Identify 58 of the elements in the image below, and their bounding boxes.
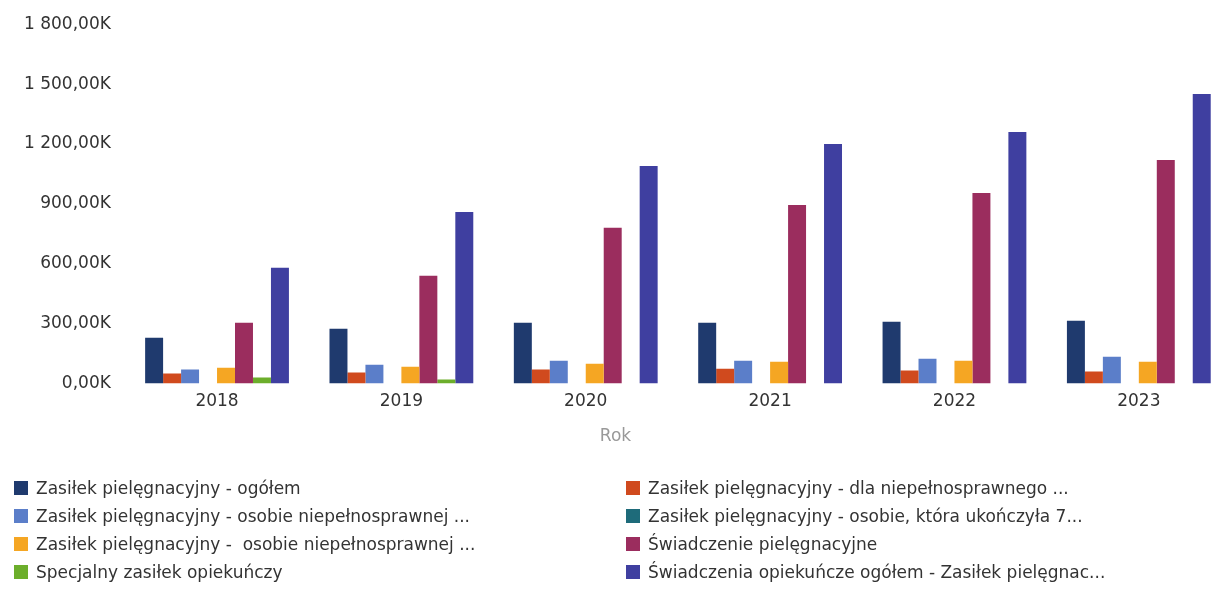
legend-label: Świadczenie pielęgnacyjne (647, 534, 879, 554)
bar (900, 370, 919, 384)
bar (954, 360, 973, 384)
bar (882, 321, 901, 384)
bar (181, 369, 200, 384)
bar (549, 360, 568, 384)
x-tick-label: 2022 (932, 390, 977, 411)
bar (163, 373, 182, 384)
legend-label: Zasiłek pielęgnacyjny - osobie niepełnosprawnej ... (35, 506, 471, 526)
x-tick-label: 2020 (564, 390, 608, 411)
bar (734, 360, 753, 384)
x-tick-label: 2019 (379, 390, 424, 411)
bar (1156, 159, 1175, 384)
bar (419, 275, 438, 384)
bar (770, 361, 789, 384)
bar (585, 363, 604, 384)
legend-label: Świadczenia opiekuńcze ogółem - Zasiłek pielęgnac... (647, 562, 1107, 582)
x-tick-label: 2018 (195, 390, 239, 411)
bar (1102, 356, 1121, 384)
bar (365, 364, 384, 384)
legend-label: Zasiłek pielęgnacyjny - ogółem (35, 478, 302, 498)
y-tick-label: 0,00K (61, 372, 112, 393)
y-tick-label: 1 200,00K (23, 132, 112, 153)
bar (270, 267, 289, 384)
legend-label: Zasiłek pielęgnacyjny - osobie niepełnosprawnej ... (35, 534, 477, 554)
bar (788, 204, 807, 384)
x-axis-title: Rok (598, 425, 633, 445)
bar (217, 367, 236, 384)
y-tick-label: 900,00K (40, 192, 112, 213)
bar (1084, 371, 1103, 384)
bar (1192, 94, 1211, 384)
bar (918, 358, 937, 384)
bar (455, 211, 474, 384)
bar (145, 337, 164, 384)
bar (513, 322, 532, 384)
bar (1066, 320, 1085, 384)
bar (401, 366, 420, 384)
bar (972, 192, 991, 384)
x-tick-label: 2023 (1117, 390, 1161, 411)
legend-label: Zasiłek pielęgnacyjny - osobie, która ukończyła 7... (647, 506, 1084, 526)
bar (639, 165, 658, 384)
x-tick-label: 2021 (748, 390, 792, 411)
bar (1138, 361, 1157, 384)
bar (698, 322, 717, 384)
bar (235, 322, 253, 384)
bar (1008, 132, 1027, 384)
bar (329, 328, 348, 384)
bar (716, 368, 735, 384)
y-tick-label: 300,00K (40, 312, 112, 333)
y-tick-label: 1 800,00K (23, 12, 112, 33)
bar (824, 144, 842, 384)
legend-label: Specjalny zasiłek opiekuńczy (35, 562, 284, 582)
bar (347, 372, 366, 384)
y-tick-label: 1 500,00K (23, 72, 112, 93)
y-tick-label: 600,00K (40, 252, 112, 273)
bar (531, 369, 550, 384)
legend-label: Zasiłek pielęgnacyjny - dla niepełnosprawnego ... (647, 478, 1070, 498)
bar (603, 227, 622, 384)
